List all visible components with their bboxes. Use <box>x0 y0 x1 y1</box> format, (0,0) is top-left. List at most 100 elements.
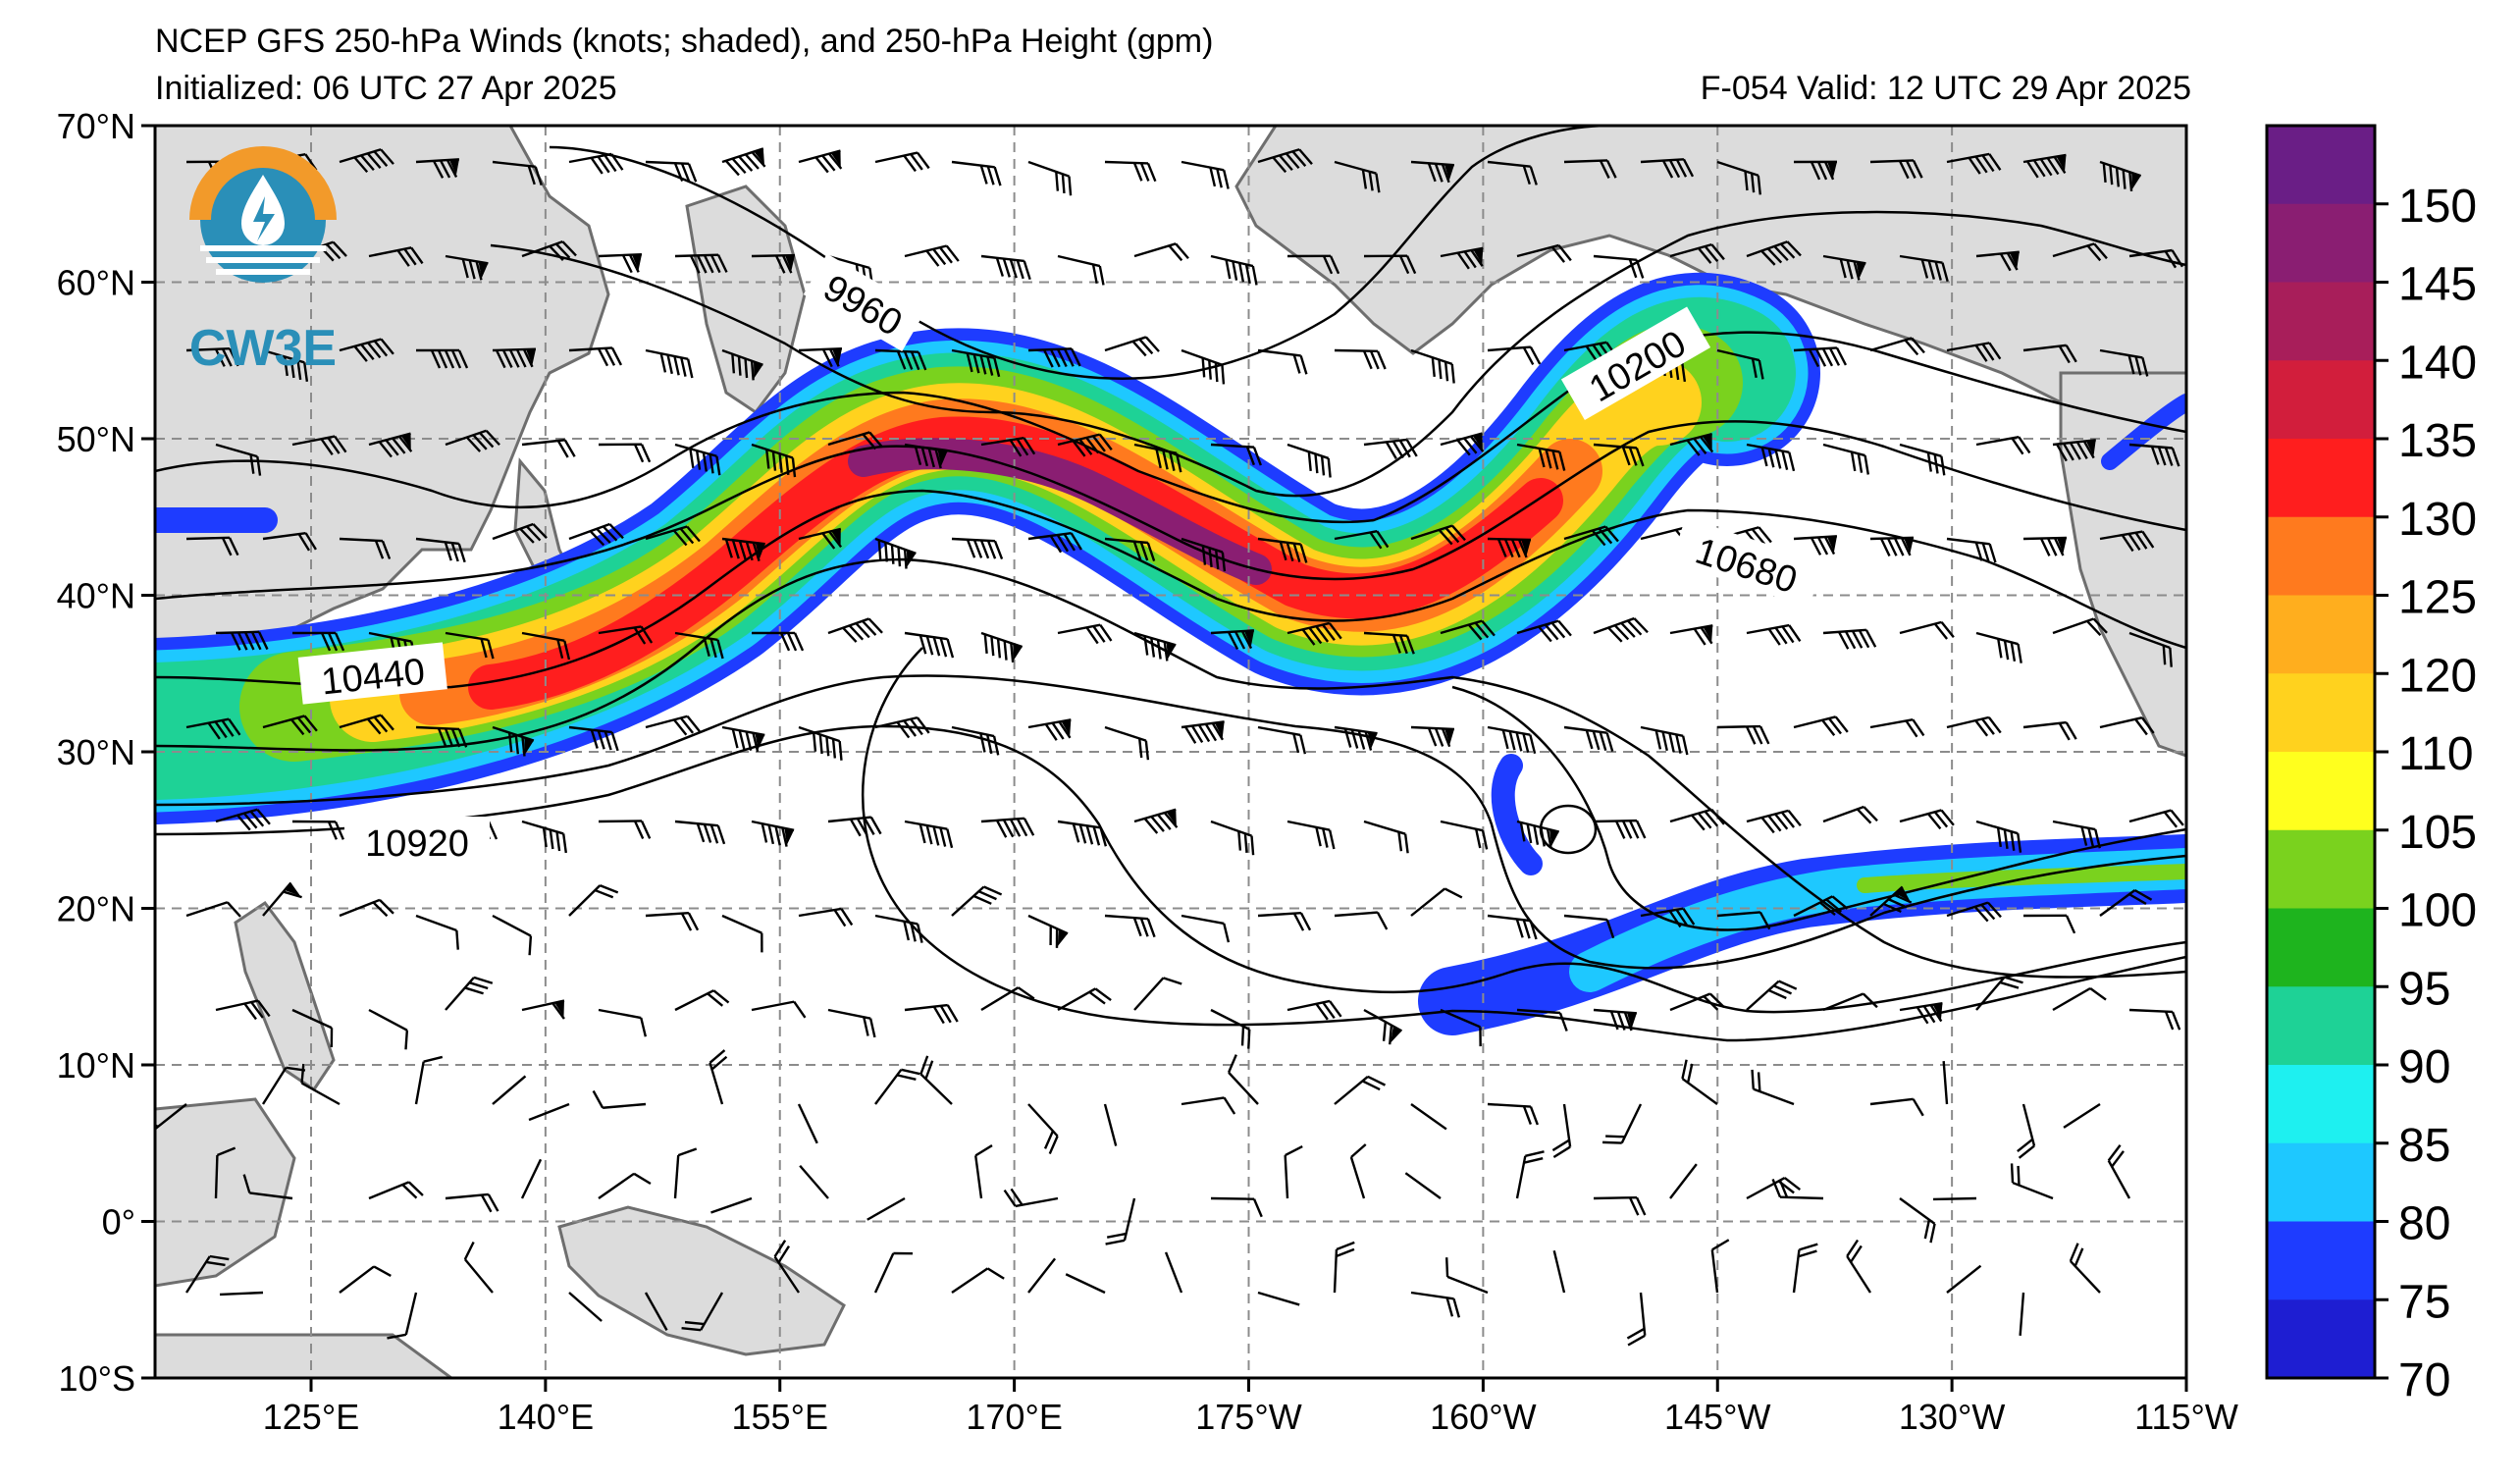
colorbar-label: 140 <box>2398 337 2477 389</box>
wind-barb <box>674 820 726 845</box>
wind-barb <box>2107 1144 2131 1199</box>
wind-barb <box>568 152 624 175</box>
wind-barb <box>262 348 309 382</box>
wind-barb <box>2069 1243 2101 1294</box>
wind-barb <box>1792 1243 1818 1294</box>
wind-barb <box>1563 525 1619 547</box>
colorbar-segment <box>2267 1065 2375 1144</box>
colorbar-label: 100 <box>2398 885 2477 937</box>
borneo-sulawesi <box>155 1097 296 1288</box>
wind-barb <box>919 1055 953 1105</box>
contour-10080 <box>490 210 2186 498</box>
wind-barb <box>1027 914 1069 948</box>
wind-barb <box>1065 1273 1106 1295</box>
wind-barb <box>1487 537 1532 558</box>
wind-barb <box>1181 348 1226 385</box>
colorbar-segment <box>2267 829 2375 909</box>
wind-barb <box>1975 250 2020 272</box>
wind-barb <box>1334 1075 1387 1105</box>
wind-barb <box>798 149 843 174</box>
wind-barb <box>2022 344 2077 364</box>
wind-barb <box>300 1063 341 1106</box>
wind-barb <box>904 631 955 659</box>
wind-barb <box>1487 345 1542 366</box>
wind-barb <box>751 631 805 652</box>
wind-barb <box>262 531 317 552</box>
wind-barb <box>1363 820 1409 854</box>
wind-barb <box>598 1008 648 1037</box>
wind-barb <box>492 1075 527 1105</box>
colorbar-segment <box>2267 516 2375 596</box>
wind-barb <box>1410 1103 1447 1131</box>
wind-barb <box>1822 254 1866 281</box>
wind-barb <box>1487 1102 1539 1126</box>
wind-barb <box>1669 242 1725 264</box>
wind-barb <box>1440 246 1484 270</box>
wind-barb <box>674 253 728 274</box>
wind-barb <box>827 1008 876 1038</box>
wind-barb <box>262 715 318 736</box>
wind-barb <box>2063 1102 2101 1129</box>
wind-barb <box>1410 725 1455 748</box>
wind-barb <box>1552 1249 1566 1294</box>
wind-barb <box>215 808 271 831</box>
wind-barb <box>598 625 654 645</box>
init-time: Initialized: 06 UTC 27 Apr 2025 <box>155 70 617 107</box>
wind-barb <box>1516 243 1572 263</box>
wind-barb <box>1751 1069 1795 1106</box>
wind-barb <box>1027 718 1072 741</box>
wind-barb <box>568 1292 603 1322</box>
wind-barb <box>568 346 623 367</box>
wind-barb <box>1410 524 1466 546</box>
colorbar-label: 145 <box>2398 259 2477 311</box>
wind-barb <box>1869 337 1925 356</box>
wind-barb <box>1869 159 1923 180</box>
wind-barb <box>1210 443 1262 466</box>
colorbar-segment <box>2267 1142 2375 1222</box>
wind-barb <box>1286 254 1340 275</box>
colorbar-segment <box>2267 126 2375 205</box>
wind-barb <box>1181 160 1230 189</box>
wind-barb <box>751 253 796 274</box>
wind-barb <box>1284 1145 1303 1199</box>
contour-10920 <box>155 724 2186 1014</box>
wind-barb <box>710 1196 753 1214</box>
wind-barb <box>1515 1150 1545 1199</box>
colorbar-label: 80 <box>2398 1198 2450 1250</box>
wind-barb <box>951 537 1004 559</box>
wind-barb <box>368 432 413 458</box>
wind-barb <box>215 443 262 476</box>
wind-barb <box>1793 160 1838 181</box>
wind-barb <box>721 914 763 953</box>
logo-text: CW3E <box>189 320 337 377</box>
indonesia-south <box>155 1333 454 1378</box>
wind-barb <box>1404 1172 1442 1199</box>
wind-barb <box>1899 443 1946 476</box>
wind-barb <box>827 816 882 837</box>
wind-barb <box>904 443 948 469</box>
wind-barb <box>1257 725 1307 755</box>
wind-barb <box>1363 1008 1403 1045</box>
wind-barb <box>291 631 345 652</box>
wind-barb <box>1669 1163 1698 1199</box>
wind-barb <box>339 338 394 362</box>
wind-barb <box>1946 342 2002 362</box>
colorbar-segment <box>2267 1299 2375 1379</box>
wind-barb <box>1869 885 1913 917</box>
wind-barb <box>521 439 576 458</box>
valid-time: F-054 Valid: 12 UTC 29 Apr 2025 <box>1700 70 2191 107</box>
wind-barb <box>521 820 567 854</box>
colorbar-label: 85 <box>2398 1120 2450 1172</box>
wind-barb <box>1975 435 2031 455</box>
wind-barb <box>1746 980 1798 1011</box>
wind-barb <box>242 1174 293 1200</box>
wind-barb <box>185 346 239 367</box>
wind-barb <box>2022 153 2067 179</box>
wind-barb <box>1593 616 1649 643</box>
wind-barb <box>1946 152 2002 175</box>
wind-barb <box>874 537 917 569</box>
wind-barb <box>951 725 1000 756</box>
wind-barb <box>1440 1008 1482 1047</box>
wind-barb <box>1563 725 1614 752</box>
wind-barb <box>445 1192 499 1213</box>
